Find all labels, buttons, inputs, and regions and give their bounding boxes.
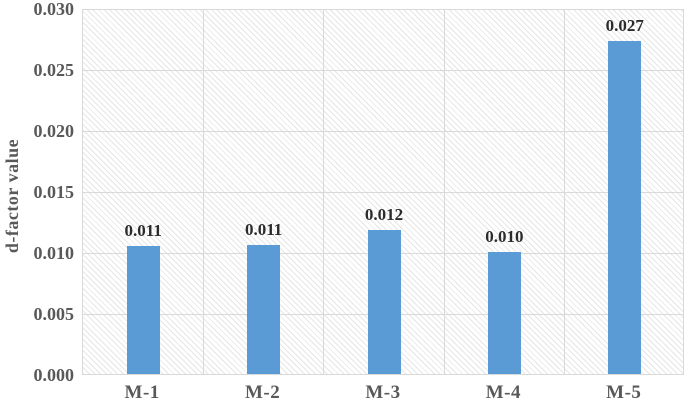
- gridline-horizontal: [83, 70, 683, 71]
- x-tick-label-m-5: M-5: [606, 382, 642, 403]
- y-tick-label-0.030: 0.030: [33, 0, 75, 19]
- bar-value-label-m-4: 0.010: [485, 227, 524, 246]
- y-tick-label-0.010: 0.010: [33, 243, 75, 263]
- gridline-vertical: [323, 10, 325, 374]
- gridline-vertical: [564, 10, 566, 374]
- bar-m-1: [126, 245, 160, 374]
- bar-value-label-m-5: 0.027: [605, 15, 644, 35]
- bar-m-4: [487, 252, 521, 374]
- bar-m-3: [367, 230, 401, 374]
- x-tick-label-m-2: M-2: [244, 382, 281, 403]
- y-tick-label-0.015: 0.015: [33, 182, 75, 202]
- y-tick-label-0.005: 0.005: [33, 304, 75, 324]
- bar-m-5: [608, 40, 642, 374]
- plot-area: 0.011 0.011 0.012 0.010 0.027: [82, 9, 684, 375]
- gridline-horizontal: [83, 131, 683, 132]
- y-tick-label-0.025: 0.025: [33, 60, 75, 80]
- bar-value-label-m-3: 0.012: [364, 205, 404, 225]
- x-tick-label-m-1: M-1: [124, 382, 160, 403]
- bar-value-label-m-1: 0.011: [124, 220, 162, 240]
- bar-value-label-m-2: 0.011: [244, 219, 283, 239]
- gridline-horizontal: [83, 192, 683, 193]
- gridline-vertical: [202, 10, 204, 374]
- x-tick-label-m-4: M-4: [485, 382, 522, 403]
- y-tick-label-0.020: 0.020: [33, 121, 75, 141]
- gridline-vertical: [443, 10, 445, 374]
- bar-m-2: [247, 244, 281, 374]
- y-tick-label-0.000: 0.000: [33, 365, 75, 385]
- x-tick-label-m-3: M-3: [365, 382, 401, 403]
